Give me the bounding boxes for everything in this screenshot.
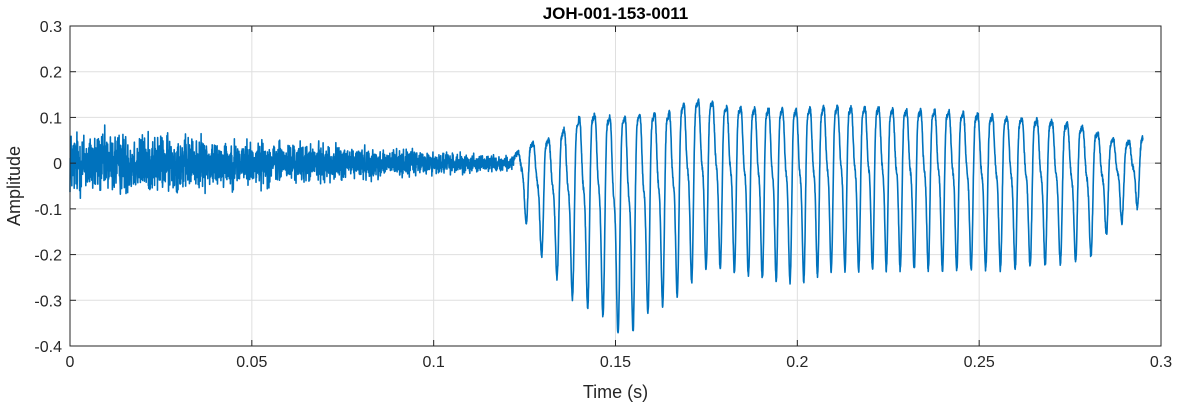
- x-tick-label: 0.2: [786, 354, 808, 371]
- y-axis-label: Amplitude: [4, 146, 24, 226]
- plot-area: [69, 98, 1144, 334]
- y-tick-label: -0.1: [34, 202, 62, 219]
- chart-title: JOH-001-153-0011: [543, 4, 689, 23]
- x-axis-label: Time (s): [583, 382, 648, 402]
- x-tick-label: 0.25: [964, 354, 995, 371]
- y-tick-label: 0.2: [40, 65, 62, 82]
- x-tick-label: 0.1: [423, 354, 445, 371]
- x-tick-label: 0.05: [236, 354, 267, 371]
- y-tick-label: -0.2: [34, 248, 62, 265]
- y-tick-label: -0.4: [34, 339, 62, 356]
- y-tick-label: 0: [53, 156, 62, 173]
- x-tick-label: 0.15: [600, 354, 631, 371]
- y-tick-label: 0.1: [40, 110, 62, 127]
- ticks: 0 0.05 0.1 0.15 0.2 0.25 0.3 0.3 0.2 0.1 0 -0.1 -0.2…: [34, 19, 1172, 371]
- x-tick-label: 0.3: [1150, 354, 1172, 371]
- y-tick-label: 0.3: [40, 19, 62, 36]
- y-tick-label: -0.3: [34, 293, 62, 310]
- x-tick-label: 0: [66, 354, 75, 371]
- waveform-series-line: [69, 98, 1144, 334]
